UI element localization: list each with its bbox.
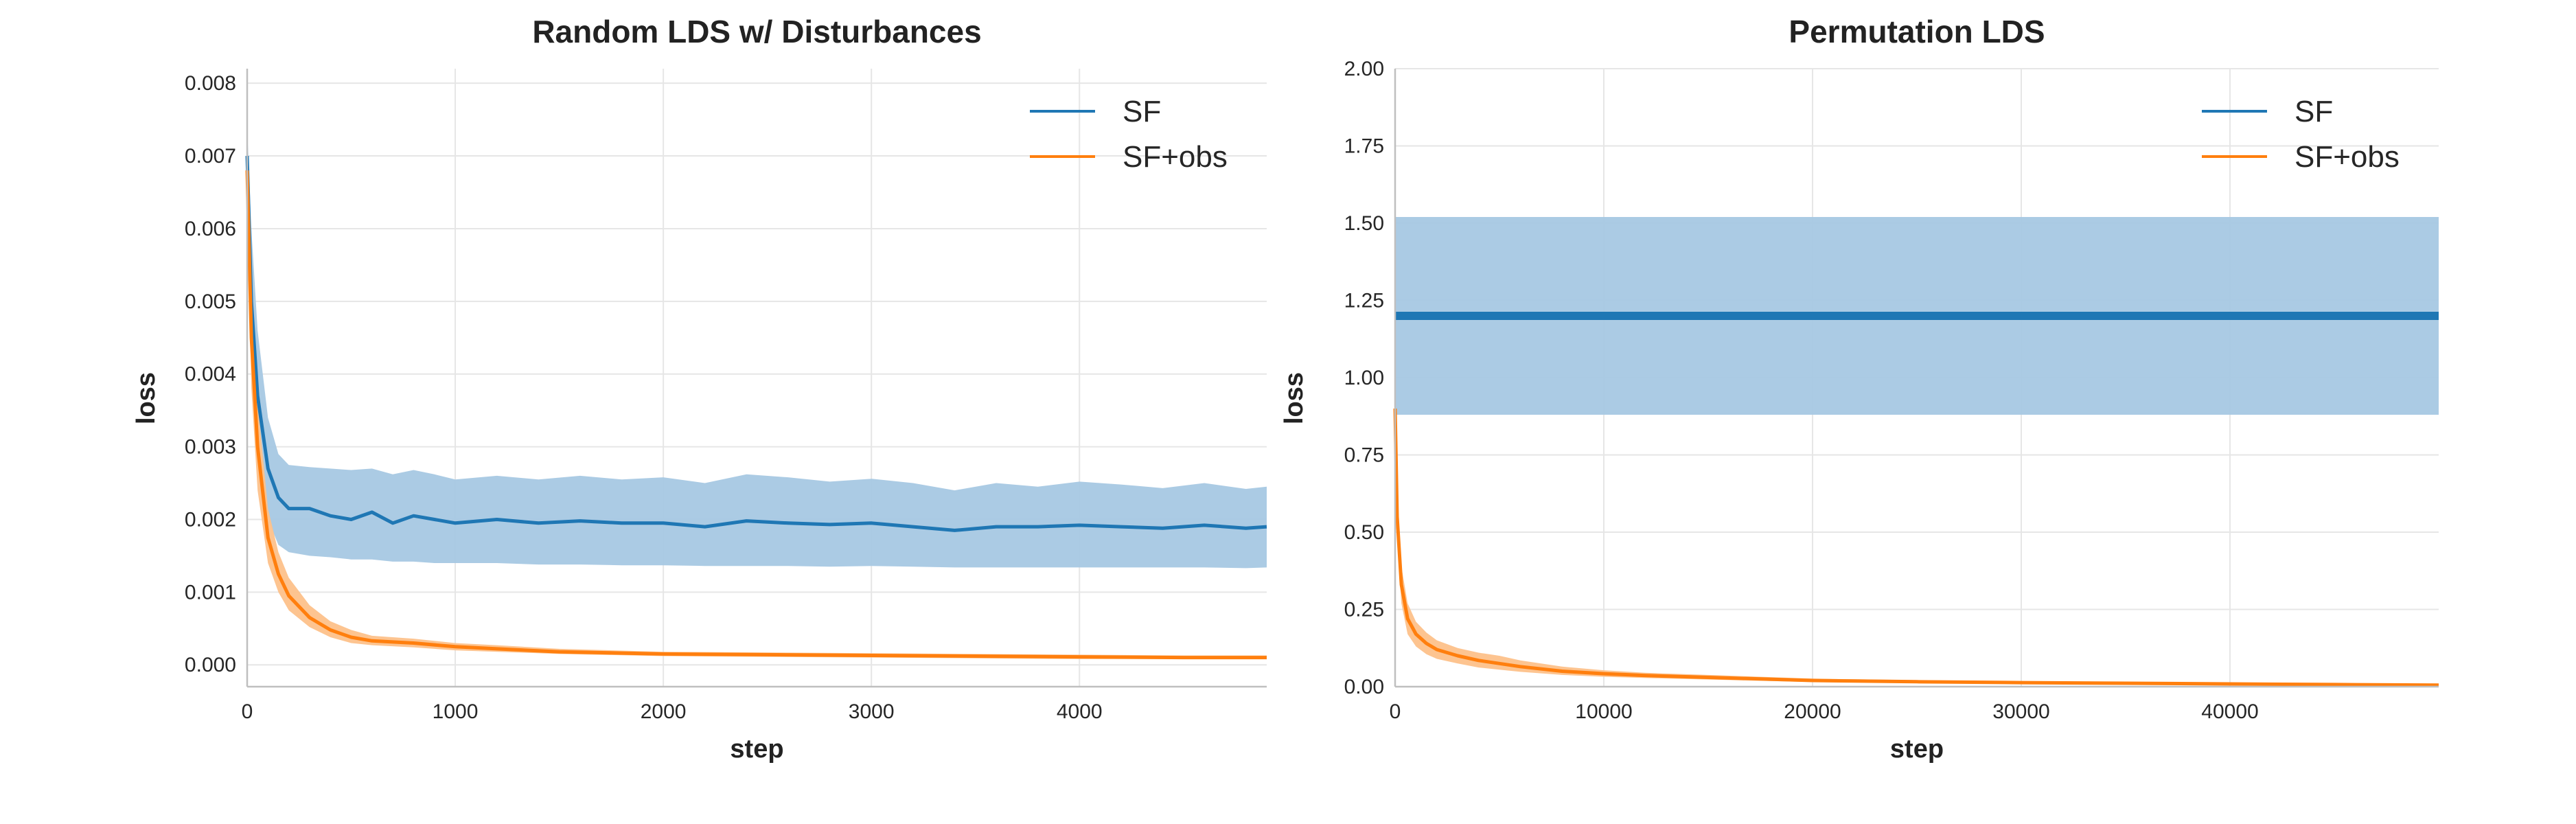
grid-lines — [246, 69, 1267, 687]
axes-spines — [246, 69, 1267, 688]
x-axis-label: step — [730, 735, 783, 764]
y-tick-label: 0.25 — [1344, 599, 1384, 621]
legend-label-1: SF+obs — [2295, 140, 2400, 174]
y-tick-labels: 0.00 0.25 0.50 0.75 1.00 1.25 1.50 1.75 2.00 — [1344, 58, 1384, 698]
chart-random-lds: Random LDS w/ Disturbances step loss 0 10… — [132, 14, 1267, 764]
x-tick-label: 0 — [1390, 700, 1401, 723]
series-band-1 — [1395, 393, 2439, 686]
series-lines — [1393, 312, 2439, 687]
confidence-bands — [1395, 217, 2439, 686]
legend: SF SF+obs — [1030, 95, 1228, 174]
y-axis-label: loss — [1280, 372, 1309, 424]
y-tick-label: 1.50 — [1344, 212, 1384, 235]
y-tick-label: 1.25 — [1344, 290, 1384, 312]
chart-title: Permutation LDS — [1789, 14, 2045, 49]
x-tick-labels: 0 10000 20000 30000 40000 — [1390, 700, 2259, 723]
y-tick-label: 0.004 — [185, 363, 236, 386]
y-tick-label: 0.000 — [185, 654, 236, 676]
x-tick-label: 10000 — [1575, 700, 1632, 723]
chart-title: Random LDS w/ Disturbances — [532, 14, 981, 49]
series-line-1 — [1393, 408, 2439, 687]
y-tick-label: 0.00 — [1344, 676, 1384, 698]
y-tick-label: 2.00 — [1344, 58, 1384, 80]
y-tick-label: 1.75 — [1344, 135, 1384, 158]
y-tick-label: 0.75 — [1344, 444, 1384, 467]
chart-permutation-lds: Permutation LDS step loss 0 10000 20000 300… — [1280, 14, 2439, 764]
x-tick-labels: 0 1000 2000 3000 4000 — [242, 700, 1103, 723]
axes-spines — [1394, 69, 2439, 688]
y-tick-label: 0.003 — [185, 436, 236, 459]
x-tick-label: 3000 — [849, 700, 895, 723]
legend-label-0: SF — [1123, 95, 1161, 128]
legend-label-1: SF+obs — [1123, 140, 1228, 174]
confidence-bands — [247, 126, 1267, 659]
y-tick-label: 0.50 — [1344, 521, 1384, 544]
x-tick-label: 40000 — [2201, 700, 2258, 723]
series-lines — [245, 156, 1267, 660]
y-tick-label: 1.00 — [1344, 367, 1384, 389]
x-axis-label: step — [1890, 735, 1944, 764]
legend-label-0: SF — [2295, 95, 2333, 128]
legend: SF SF+obs — [2202, 95, 2400, 174]
y-tick-label: 0.007 — [185, 145, 236, 168]
y-tick-label: 0.006 — [185, 218, 236, 240]
y-tick-label: 0.008 — [185, 72, 236, 95]
x-tick-label: 2000 — [641, 700, 687, 723]
series-line-0 — [245, 156, 1267, 532]
x-tick-label: 30000 — [1992, 700, 2049, 723]
x-tick-label: 0 — [242, 700, 253, 723]
series-band-1 — [247, 141, 1267, 659]
series-line-1 — [245, 170, 1267, 660]
y-axis-label: loss — [132, 372, 161, 424]
y-tick-label: 0.005 — [185, 290, 236, 313]
y-tick-label: 0.002 — [185, 508, 236, 531]
x-tick-label: 1000 — [433, 700, 479, 723]
y-tick-label: 0.001 — [185, 581, 236, 604]
x-tick-label: 20000 — [1784, 700, 1841, 723]
x-tick-label: 4000 — [1057, 700, 1103, 723]
series-band-0 — [247, 126, 1267, 569]
y-tick-labels: 0.000 0.001 0.002 0.003 0.004 0.005 0.006 0.007… — [185, 72, 236, 676]
